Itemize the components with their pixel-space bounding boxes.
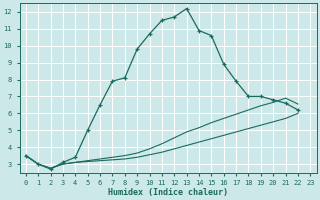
X-axis label: Humidex (Indice chaleur): Humidex (Indice chaleur)	[108, 188, 228, 197]
